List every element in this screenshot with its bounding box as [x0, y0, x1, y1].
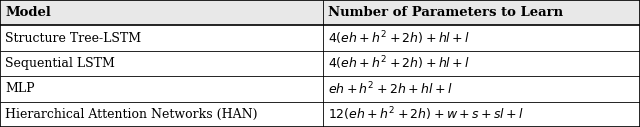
- Text: $12(eh + h^2 + 2h) + w + s + sl + l$: $12(eh + h^2 + 2h) + w + s + sl + l$: [328, 106, 525, 123]
- Text: MLP: MLP: [5, 82, 35, 95]
- Text: Hierarchical Attention Networks (HAN): Hierarchical Attention Networks (HAN): [5, 108, 258, 121]
- Text: $4(eh + h^2 + 2h) + hl + l$: $4(eh + h^2 + 2h) + hl + l$: [328, 29, 470, 47]
- Text: Model: Model: [5, 6, 51, 19]
- Bar: [0, 0, 640, 25]
- Text: $4(eh + h^2 + 2h) + hl + l$: $4(eh + h^2 + 2h) + hl + l$: [328, 55, 470, 72]
- Text: $eh + h^2 + 2h + hl + l$: $eh + h^2 + 2h + hl + l$: [328, 81, 453, 97]
- Text: Number of Parameters to Learn: Number of Parameters to Learn: [328, 6, 563, 19]
- Text: Structure Tree-LSTM: Structure Tree-LSTM: [5, 32, 141, 45]
- Text: Sequential LSTM: Sequential LSTM: [5, 57, 115, 70]
